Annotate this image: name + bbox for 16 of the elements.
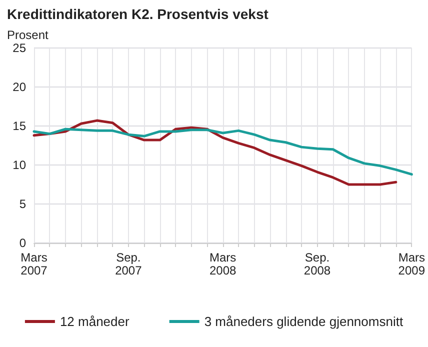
y-tick-label: 20 xyxy=(12,80,26,94)
x-tick-label: Mars 2008 xyxy=(209,250,236,278)
y-axis-title: Prosent xyxy=(7,28,50,42)
legend-label: 12 måneder xyxy=(60,314,130,329)
y-tick-label: 5 xyxy=(19,197,26,211)
y-tick-label: 0 xyxy=(19,236,26,250)
y-tick-label: 10 xyxy=(12,158,26,172)
x-tick-label: Mars 2009 xyxy=(398,250,426,278)
y-tick-label: 15 xyxy=(12,119,26,133)
chart-title: Kredittindikatoren K2. Prosentvis vekst xyxy=(7,6,269,22)
x-tick-label: Sep. 2007 xyxy=(115,250,142,278)
x-tick-label: Sep. 2008 xyxy=(304,250,331,278)
x-tick-label: Mars 2007 xyxy=(20,250,48,278)
y-tick-label: 25 xyxy=(12,41,26,55)
line-series xyxy=(32,128,413,176)
legend-label: 3 måneders glidende gjennomsnitt xyxy=(204,314,404,329)
